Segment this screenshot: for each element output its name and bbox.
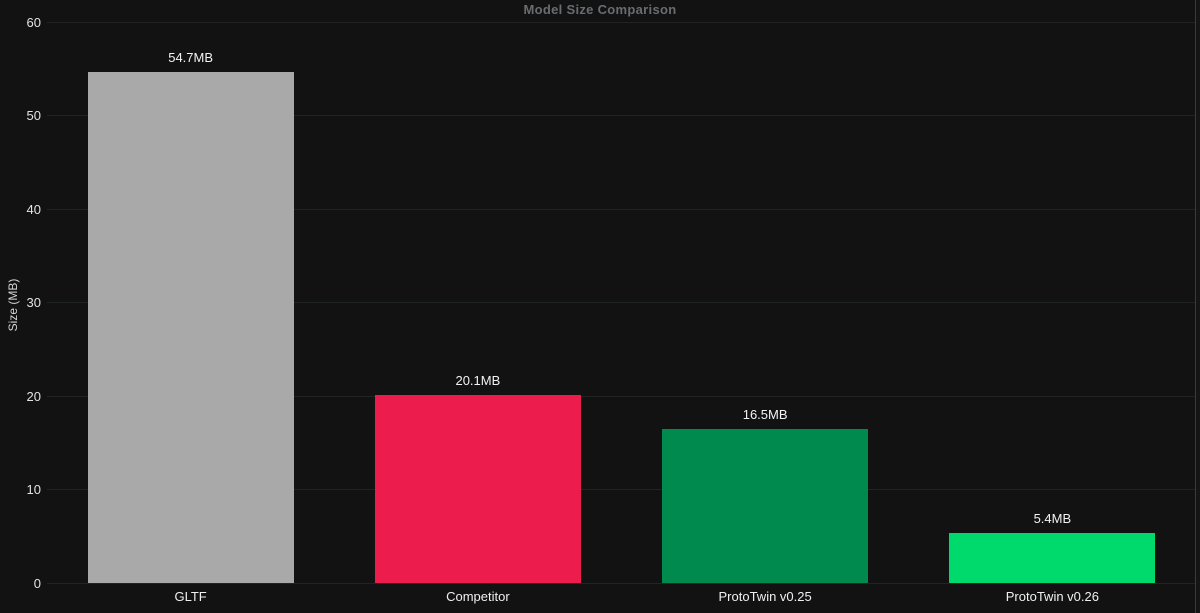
- gridline-60: [47, 21, 1196, 23]
- y-tick-label-30: 30: [26, 295, 41, 310]
- gridline-40: [47, 208, 1196, 210]
- gridline-30: [47, 302, 1196, 303]
- gridline-20: [47, 395, 1196, 397]
- y-tick-label-40: 40: [26, 201, 41, 217]
- bar-prototwin-v0-26: [949, 532, 1156, 583]
- x-axis-label-prototwin-v0-26: ProtoTwin v0.26: [1005, 589, 1099, 604]
- y-tick-label-20: 20: [26, 388, 41, 404]
- plot-area: 54.7MB 20.1MB 16.5MB 5.4MB: [47, 21, 1196, 584]
- right-edge-strip: [1195, 0, 1200, 613]
- y-tick-label-50: 50: [26, 108, 41, 123]
- bar-prototwin-v0-25: [662, 428, 869, 583]
- bar-gltf: [87, 71, 294, 583]
- gridline-50: [47, 115, 1196, 116]
- y-tick-label-10: 10: [26, 482, 41, 497]
- y-tick-label-60: 60: [26, 14, 41, 30]
- y-tick-label-0: 0: [33, 575, 41, 591]
- chart-title: Model Size Comparison: [523, 2, 677, 17]
- x-axis-label-gltf: GLTF: [174, 589, 207, 604]
- gridline-10: [47, 489, 1196, 490]
- x-axis-label-prototwin-v0-25: ProtoTwin v0.25: [718, 589, 812, 604]
- gridline-0: [47, 582, 1196, 584]
- bar-value-label: 5.4MB: [1033, 510, 1072, 526]
- bar-competitor: [374, 395, 581, 583]
- bar-value-label: 54.7MB: [168, 49, 214, 65]
- bar-value-label: 16.5MB: [742, 406, 788, 422]
- bar-value-label: 20.1MB: [455, 373, 501, 389]
- x-axis-label-competitor: Competitor: [446, 589, 510, 604]
